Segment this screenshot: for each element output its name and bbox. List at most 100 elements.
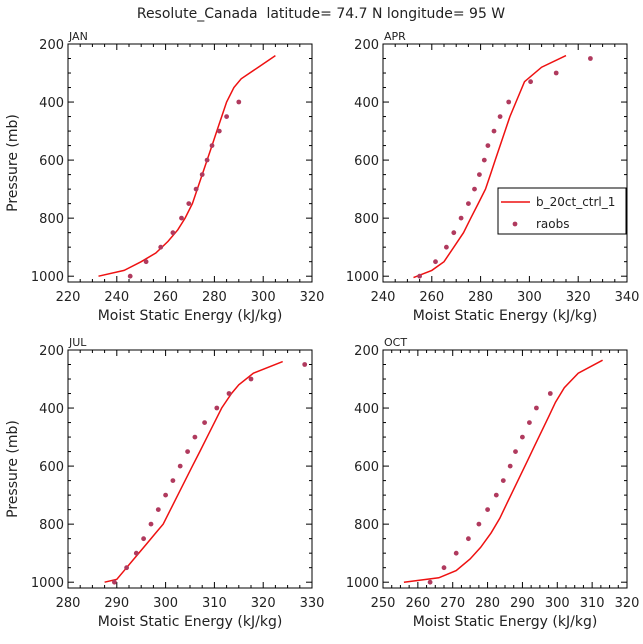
data-point-obs [500, 478, 506, 483]
data-point-obs [506, 99, 512, 105]
data-point-obs [202, 420, 208, 425]
legend-label: b_20ct_ctrl_1 [536, 195, 615, 209]
data-point-obs [185, 449, 191, 454]
data-point-obs [588, 56, 593, 61]
y-tick-label: 600 [39, 154, 64, 169]
data-point-obs [493, 492, 499, 498]
data-point-obs [485, 143, 491, 149]
y-tick-label: 200 [39, 38, 64, 53]
data-point-obs [127, 273, 133, 279]
data-point-obs [224, 114, 230, 119]
y-tick-label: 800 [354, 212, 379, 227]
series-line-model [98, 54, 276, 277]
data-point-obs [199, 172, 205, 178]
y-tick-label: 800 [39, 212, 64, 227]
x-tick-label: 280 [202, 290, 227, 305]
y-tick-label: 200 [354, 344, 379, 359]
panels: JAN 220 240 260 280 300 320 200 400 600 800 1000 Moi… [5, 30, 639, 630]
y-tick-label: 600 [354, 460, 379, 475]
x-tick-label: 250 [371, 596, 396, 611]
x-tick-label: 320 [566, 290, 591, 305]
plot-frame [382, 43, 628, 283]
x-tick-label: 260 [405, 596, 430, 611]
data-point-obs [179, 215, 184, 221]
data-point-obs [204, 157, 210, 163]
y-axis-title: Pressure (mb) [5, 114, 21, 212]
y-tick-label: 1000 [346, 576, 379, 591]
data-point-obs [444, 244, 449, 250]
data-point-obs [216, 128, 222, 134]
y-tick-label: 200 [354, 38, 379, 53]
data-point-obs [427, 579, 433, 585]
series-line-model [403, 359, 603, 583]
plot-frame [382, 349, 628, 589]
legend-box [497, 187, 627, 235]
x-tick-label: 220 [56, 290, 81, 305]
data-point-obs [226, 391, 232, 396]
figure-title: Resolute_Canada latitude= 74.7 N longitu… [137, 6, 505, 22]
panel-label: OCT [384, 336, 407, 349]
y-tick-label: 400 [39, 96, 64, 111]
data-point-obs [481, 157, 487, 163]
data-point-obs [491, 128, 497, 134]
data-point-obs [141, 536, 147, 542]
panel-jan: JAN 220 240 260 280 300 320 200 400 600 800 1000 Moi… [5, 30, 324, 324]
y-tick-label: 200 [39, 344, 64, 359]
panel-oct: OCT 250 260 270 280 290 300 310 320 200 400 600 800 1… [346, 336, 640, 630]
data-point-obs [547, 391, 553, 396]
data-point-obs [528, 79, 533, 85]
data-point-obs [458, 215, 464, 221]
data-point-obs [143, 259, 149, 265]
data-point-obs [248, 376, 254, 382]
x-tick-label: 300 [251, 290, 276, 305]
x-tick-label: 320 [300, 290, 325, 305]
data-point-obs [485, 507, 490, 512]
data-point-obs [170, 478, 176, 483]
panel-jul: JUL 280 290 300 310 320 330 200 400 600 800 1000 Moi… [5, 336, 324, 630]
x-tick-label: 300 [517, 290, 542, 305]
x-tick-label: 320 [251, 596, 276, 611]
panel-label: JAN [68, 30, 88, 43]
data-point-obs [507, 463, 513, 469]
data-point-obs [553, 70, 559, 76]
data-point-obs [158, 244, 164, 250]
data-point-obs [417, 273, 422, 279]
data-point-obs [170, 230, 176, 236]
x-tick-label: 340 [615, 290, 640, 305]
y-axis-title: Pressure (mb) [5, 420, 21, 518]
x-tick-label: 270 [440, 596, 465, 611]
data-point-obs [451, 230, 457, 236]
data-point-obs [148, 521, 154, 527]
x-tick-label: 300 [153, 596, 178, 611]
series-line-model [413, 54, 567, 279]
y-tick-label: 800 [39, 518, 64, 533]
data-point-obs [124, 565, 129, 571]
x-tick-label: 310 [580, 596, 605, 611]
x-tick-label: 260 [419, 290, 444, 305]
y-tick-label: 1000 [346, 270, 379, 285]
data-point-obs [155, 507, 161, 512]
x-tick-label: 290 [104, 596, 129, 611]
y-tick-label: 1000 [31, 270, 64, 285]
data-point-obs [441, 565, 447, 571]
data-point-obs [476, 521, 482, 527]
data-point-obs [472, 186, 477, 192]
x-tick-label: 300 [545, 596, 570, 611]
y-tick-label: 400 [354, 96, 379, 111]
data-point-obs [453, 550, 459, 556]
plot-frame [67, 43, 313, 283]
x-tick-label: 280 [468, 290, 493, 305]
x-tick-label: 260 [153, 290, 178, 305]
x-axis-title: Moist Static Energy (kJ/kg) [413, 308, 598, 324]
plot-frame [67, 349, 313, 589]
panel-label: APR [384, 30, 406, 43]
data-point-obs [534, 405, 539, 411]
x-axis-title: Moist Static Energy (kJ/kg) [413, 614, 598, 630]
x-tick-label: 280 [56, 596, 81, 611]
data-point-obs [433, 259, 438, 265]
data-point-obs [520, 434, 525, 440]
y-tick-label: 400 [39, 402, 64, 417]
